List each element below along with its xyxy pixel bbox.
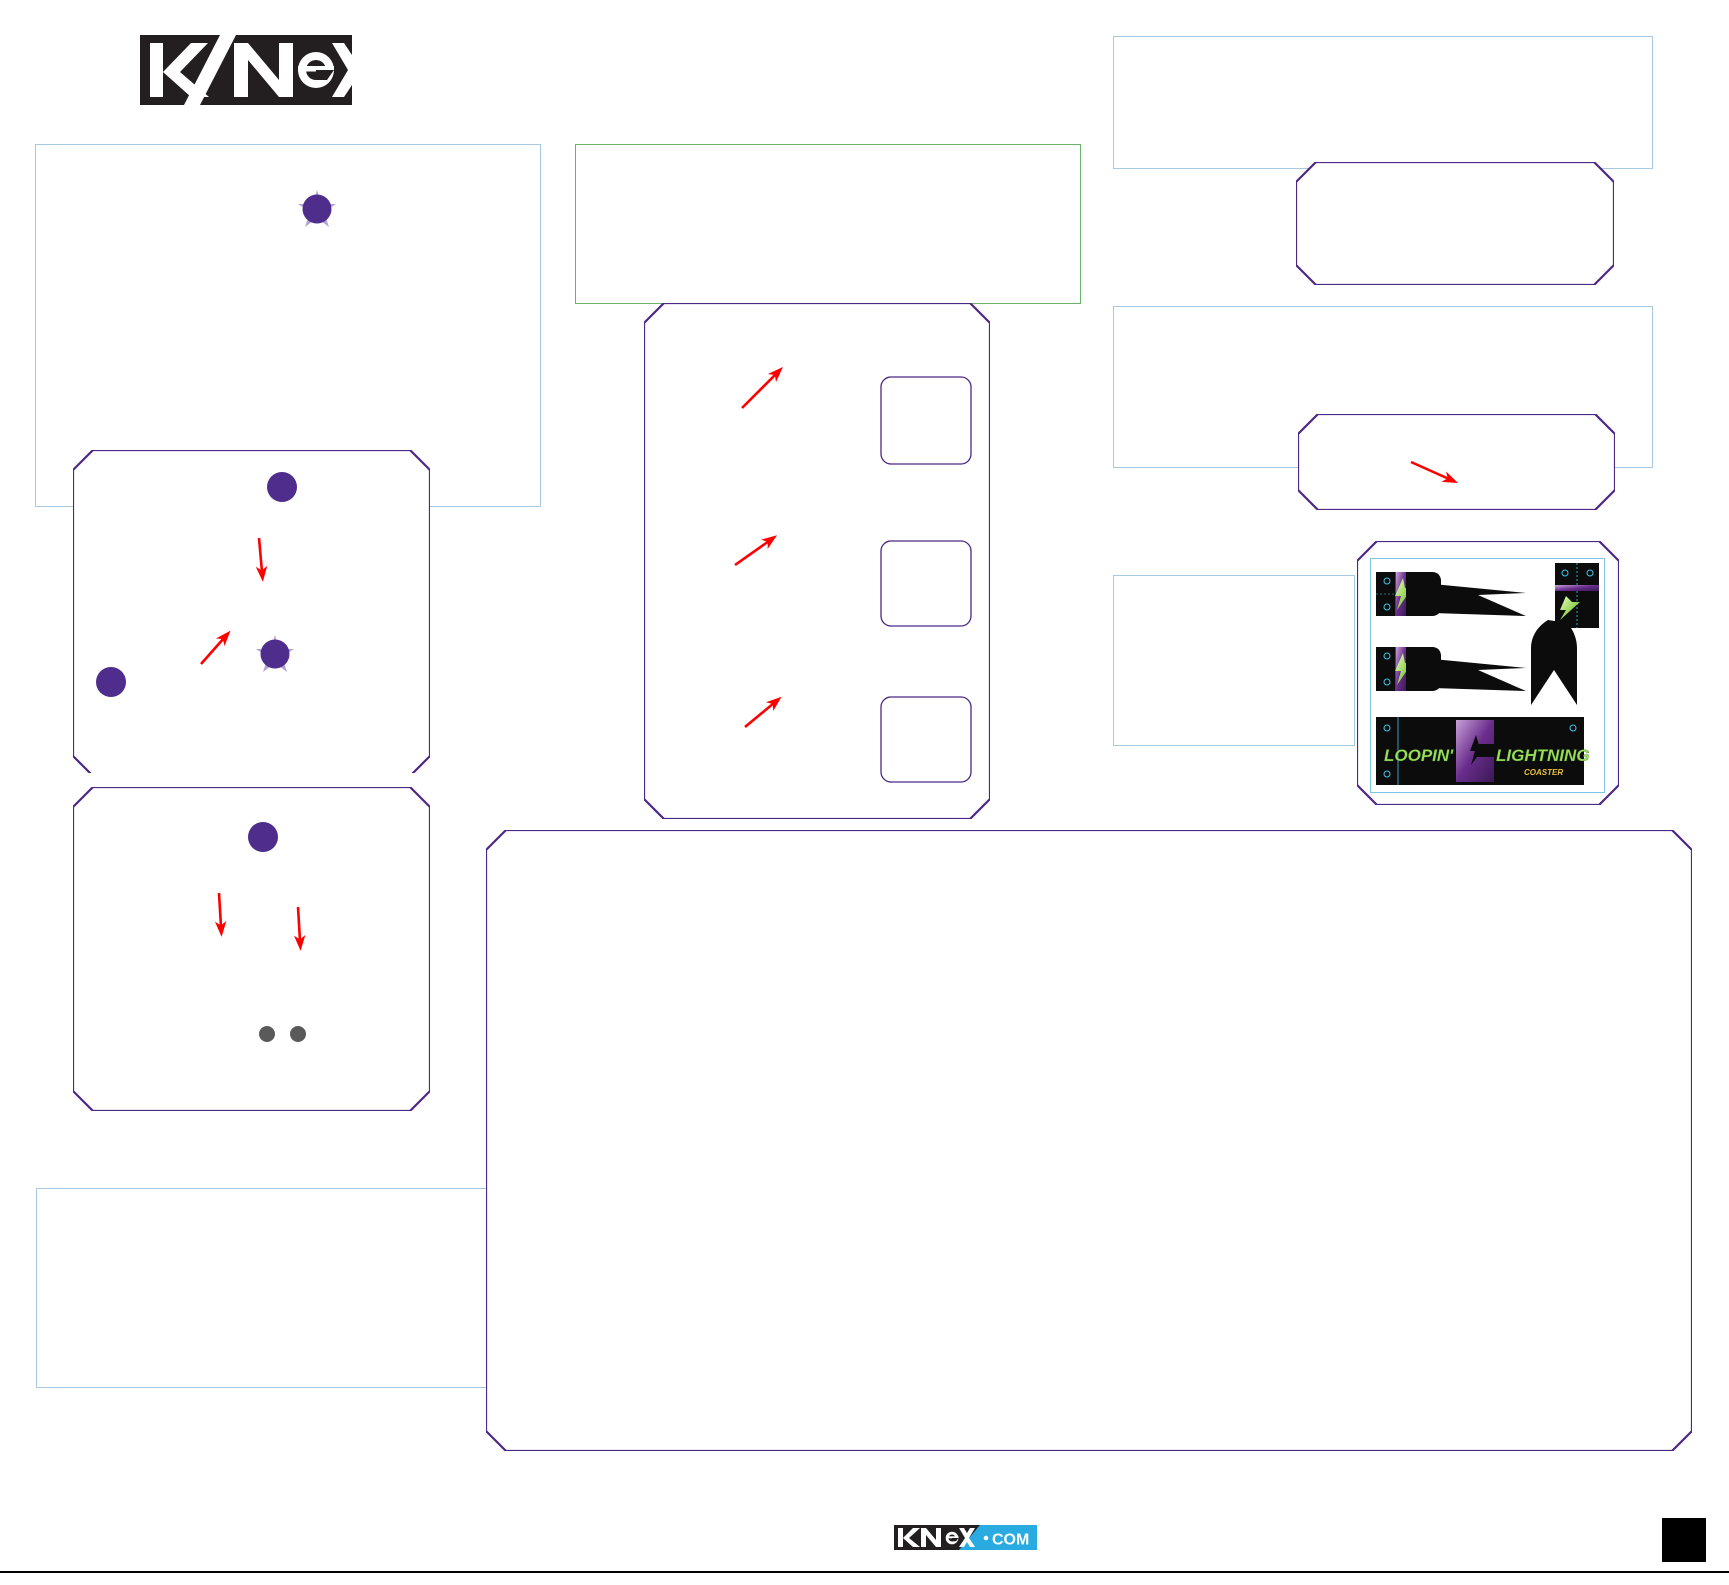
svg-text:LIGHTNING: LIGHTNING [1496, 746, 1590, 765]
svg-text:COM: COM [992, 1532, 1029, 1549]
svg-text:LOOPIN': LOOPIN' [1384, 746, 1454, 765]
svg-text:COASTER: COASTER [1524, 768, 1563, 777]
svg-text:R: R [346, 54, 349, 58]
